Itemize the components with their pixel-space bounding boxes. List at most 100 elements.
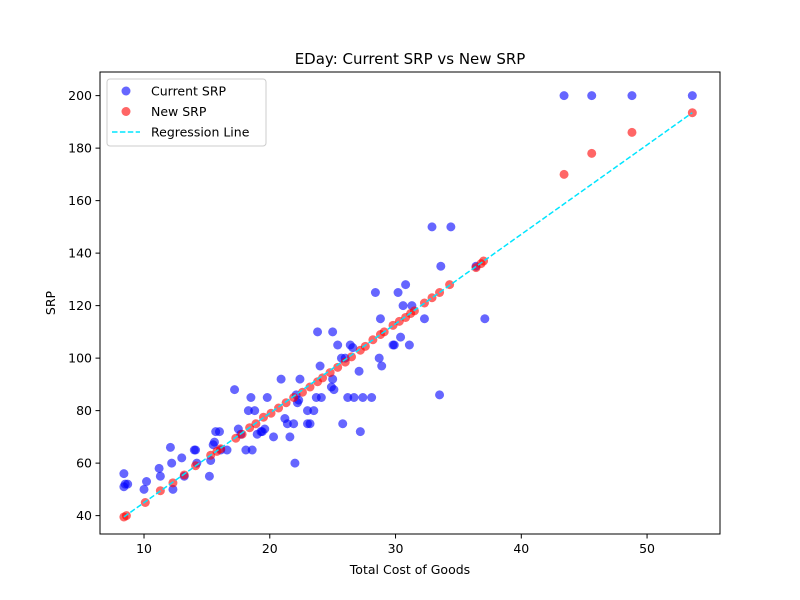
current-srp-point <box>289 419 299 429</box>
current-srp-point <box>404 340 414 350</box>
y-tick-label: 140 <box>68 246 92 261</box>
current-srp-point <box>155 471 165 481</box>
y-axis-label: SRP <box>43 290 58 315</box>
current-srp-point <box>250 406 260 416</box>
new-srp-point <box>360 341 370 351</box>
y-tick-label: 200 <box>68 88 92 103</box>
legend-marker-current-srp <box>121 86 131 96</box>
new-srp-point <box>179 470 189 480</box>
current-srp-point <box>241 445 251 455</box>
current-srp-point <box>349 393 359 402</box>
current-srp-point <box>559 91 569 101</box>
current-srp-point <box>191 445 201 455</box>
current-srp-point <box>315 361 325 371</box>
new-srp-point <box>587 148 597 158</box>
plot-frame <box>99 71 721 535</box>
current-srp-point <box>393 288 403 297</box>
current-srp-point <box>243 406 253 416</box>
current-srp-point <box>290 458 300 468</box>
current-srp-point <box>282 419 292 429</box>
new-srp-point <box>318 373 328 383</box>
y-tick-label: 160 <box>68 193 92 208</box>
current-srp-point <box>230 385 240 395</box>
current-srp-point <box>374 353 384 363</box>
current-srp-point <box>480 314 490 324</box>
legend-label-new-srp: New SRP <box>151 104 207 119</box>
new-srp-point <box>347 352 357 362</box>
new-srp-point <box>333 362 343 372</box>
current-srp-point <box>354 366 364 376</box>
current-srp-point <box>333 340 343 350</box>
current-srp-point <box>313 327 323 337</box>
current-srp-point <box>398 301 408 311</box>
current-srp-point <box>269 432 279 442</box>
current-srp-point <box>396 332 406 342</box>
plot-points <box>119 91 697 522</box>
legend-box <box>106 78 267 147</box>
current-srp-point <box>329 385 339 395</box>
current-srp-point <box>119 469 129 479</box>
current-srp-point <box>214 427 224 437</box>
current-srp-point <box>343 393 353 402</box>
current-srp-point <box>316 393 326 402</box>
current-srp-point <box>168 484 178 494</box>
current-srp-point <box>446 222 456 232</box>
new-srp-point <box>297 387 307 397</box>
new-srp-point <box>237 429 247 439</box>
current-srp-point <box>401 280 411 290</box>
x-tick-label: 30 <box>388 541 404 556</box>
current-srp-point <box>328 327 338 337</box>
new-srp-point <box>559 169 569 179</box>
current-srp-point <box>436 261 446 271</box>
current-srp-point <box>587 91 597 101</box>
current-srp-point <box>247 445 257 455</box>
x-tick-label: 20 <box>262 541 278 556</box>
legend: Current SRP New SRP Regression Line <box>106 78 267 147</box>
new-srp-point <box>340 357 350 367</box>
current-srp-point <box>165 442 175 452</box>
y-tick-label: 180 <box>68 141 92 156</box>
y-tick-label: 80 <box>76 403 92 418</box>
current-srp-point <box>246 393 256 402</box>
y-tick-label: 40 <box>76 508 92 523</box>
current-srp-point <box>687 91 697 101</box>
current-srp-point <box>355 427 365 437</box>
current-srp-point <box>627 91 637 101</box>
chart-title: EDay: Current SRP vs New SRP <box>295 50 526 68</box>
x-tick-label: 40 <box>513 541 529 556</box>
current-srp-point <box>370 288 380 297</box>
x-axis-label: Total Cost of Goods <box>349 562 470 577</box>
regression-line <box>123 112 693 518</box>
axes: 10 20 30 40 50 40 60 80 100 120 140 160 180 200 <box>68 88 655 556</box>
current-srp-point <box>427 222 437 232</box>
y-tick-label: 60 <box>76 456 92 471</box>
current-srp-point <box>119 482 129 492</box>
x-tick-label: 50 <box>639 541 655 556</box>
current-srp-point <box>276 374 286 384</box>
current-srp-point <box>295 374 305 384</box>
current-srp-point <box>260 424 270 434</box>
current-srp-point <box>142 477 152 486</box>
legend-label-current-srp: Current SRP <box>151 84 227 99</box>
new-srp-point <box>325 368 335 378</box>
new-srp-point <box>305 382 315 392</box>
legend-marker-new-srp <box>121 107 131 116</box>
current-srp-point <box>367 393 377 402</box>
current-srp-point <box>309 406 319 416</box>
current-srp-point <box>177 453 187 463</box>
y-tick-label: 120 <box>68 298 92 313</box>
current-srp-point <box>154 463 164 473</box>
current-srp-point <box>262 393 272 402</box>
current-srp-point <box>419 314 429 324</box>
current-srp-point <box>377 361 387 371</box>
current-srp-point <box>209 437 219 447</box>
new-srp-point <box>627 127 637 137</box>
current-srp-point <box>389 340 399 350</box>
new-srp-point <box>289 393 299 402</box>
current-srp-point <box>358 393 368 402</box>
current-srp-point <box>285 432 295 442</box>
current-srp-point <box>338 419 348 429</box>
current-srp-point <box>348 343 358 353</box>
current-srp-point <box>204 471 214 481</box>
